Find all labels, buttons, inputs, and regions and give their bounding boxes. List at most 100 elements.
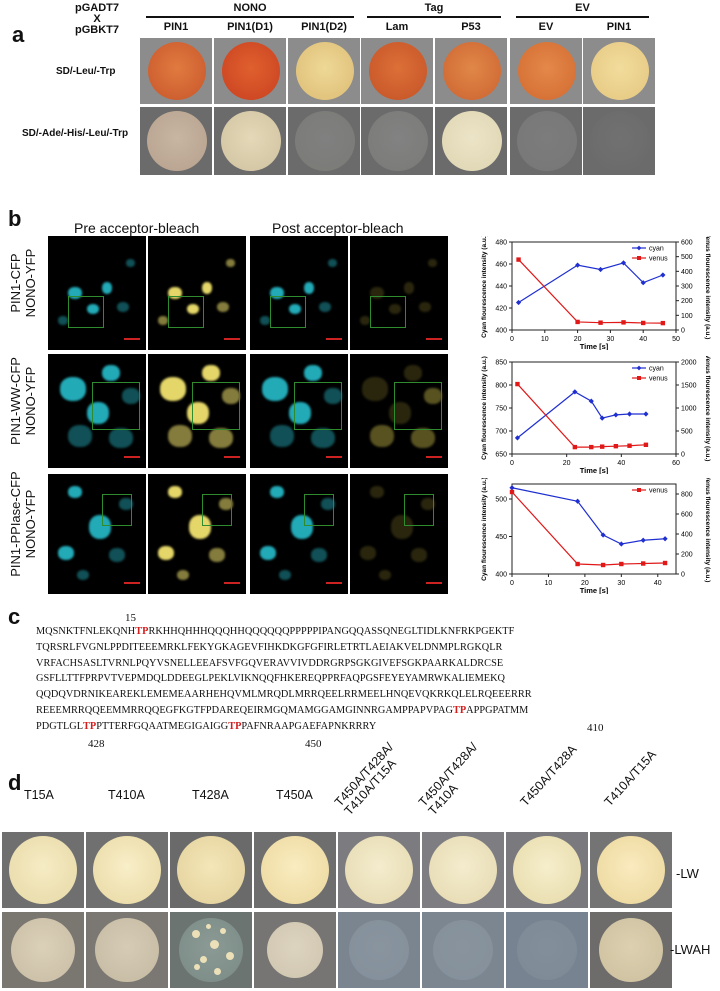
y2-axis-label: Venus flourescence intensity (a.u.) (704, 478, 711, 582)
panel-a-letter: a (12, 22, 25, 47)
yeast-spot-tile-lwah (170, 912, 252, 988)
yeast-spot-tile (361, 38, 433, 104)
cell-blob (303, 365, 322, 382)
yeast-colony (429, 836, 497, 904)
x-tick-label: 20 (574, 336, 582, 343)
yeast-spot-tile (288, 38, 360, 104)
microcolony (226, 952, 234, 960)
yeast-colony (599, 918, 663, 982)
cell-blob (379, 570, 392, 580)
cell-blob (177, 570, 190, 580)
cell-blob (167, 486, 182, 498)
yeast-colony (369, 42, 427, 100)
phospho-site-tp: TP (452, 704, 467, 716)
y2-tick-label: 600 (681, 512, 693, 519)
scale-bar (326, 456, 342, 458)
data-point-cyan (515, 299, 522, 306)
mutant-label: T410A (108, 788, 145, 802)
bleach-roi-box (202, 494, 232, 526)
cell-blob (359, 315, 370, 325)
construct-label-line1: PIN1-CFP (8, 253, 23, 313)
sequence-segment: RKHHQHHHQQQHHQQQQQQPPPPPIPANGQQASSQNEGLT… (148, 626, 515, 637)
pre-bleach-title: Pre acceptor-bleach (74, 220, 200, 236)
yeast-colony (597, 836, 665, 904)
yeast-spot-tile (140, 107, 212, 175)
marker-428: 428 (88, 738, 105, 750)
data-point-cyan (660, 272, 666, 278)
prey-vector-label: pGADT7 (75, 2, 119, 14)
column-label: PIN1(D1) (227, 21, 273, 33)
y-tick-label: 400 (495, 328, 507, 335)
cell-blob (289, 304, 302, 315)
data-point-venus (600, 444, 605, 449)
x-tick-label: 40 (617, 460, 625, 467)
yfp-micrograph (148, 474, 246, 594)
x-axis-label: Time [s] (580, 342, 609, 350)
chart-background (466, 236, 716, 350)
yfp-micrograph (148, 236, 246, 350)
legend-marker (637, 256, 641, 260)
data-point-cyan (599, 415, 605, 421)
marker-410: 410 (587, 722, 604, 734)
cfp-micrograph (48, 236, 146, 350)
yeast-colony (513, 836, 581, 904)
data-point-venus (641, 320, 646, 326)
cell-blob (361, 376, 388, 401)
data-point-venus (575, 319, 580, 325)
cell-blob (101, 365, 120, 382)
cell-blob (420, 498, 435, 510)
bleach-roi-box (370, 296, 406, 328)
yeast-colony (518, 42, 576, 100)
y2-tick-label: 600 (681, 240, 693, 247)
cell-blob (259, 315, 270, 325)
cell-blob (57, 546, 74, 560)
x-tick-label: 10 (545, 580, 553, 587)
yeast-spot-tile-lw (422, 832, 504, 908)
group-label-2: EV (575, 2, 590, 14)
yeast-colony (179, 918, 243, 982)
sequence-segment: PDGTLGL (36, 720, 84, 732)
phospho-site-tp: TP (83, 720, 97, 732)
data-point-venus (600, 562, 606, 568)
yeast-spot-tile-lwah (86, 912, 168, 988)
bleach-roi-box (92, 382, 140, 430)
cfp-micrograph (48, 474, 146, 594)
scale-bar (124, 456, 140, 458)
y2-tick-label: 0 (681, 572, 685, 579)
yeast-spot-tile (361, 107, 433, 175)
cell-blob (310, 548, 327, 563)
yeast-spot-tile-lw (338, 832, 420, 908)
data-point-venus (627, 443, 632, 448)
yeast-spot-tile (435, 107, 507, 175)
yeast-colony (433, 920, 493, 980)
yfp-micrograph (148, 354, 246, 468)
mutant-label: T450A/T428A/ T410A (415, 740, 481, 818)
legend-label-venus: venus (649, 488, 668, 495)
y-tick-label: 480 (495, 240, 507, 247)
cell-blob (87, 304, 100, 315)
y2-tick-label: 0 (681, 452, 685, 459)
x-tick-label: 50 (672, 336, 680, 343)
cell-blob (291, 514, 314, 539)
sequence-segment: GSFLLTTFPRPVTVEPMDQLDDEEGLPEKLVIKNQQFHKE… (36, 673, 506, 685)
yeast-colony (296, 42, 354, 100)
mutant-label: T450A (276, 788, 313, 802)
x-tick-label: 20 (581, 580, 589, 587)
y2-tick-label: 200 (681, 552, 693, 559)
cell-blob (57, 315, 68, 325)
cell-blob (201, 365, 220, 382)
bleach-roi-box (192, 382, 240, 430)
yeast-spot-tile-lw (590, 832, 672, 908)
scale-bar (426, 582, 442, 584)
sequence-line: QQDQVDRNIKEAREKLEMEMEAARHEHQVMLMRQDLMRRQ… (36, 689, 532, 705)
y2-tick-label: 1500 (681, 383, 697, 390)
mutant-label: T410A/T15A (601, 747, 659, 809)
panel-d-letter: d (8, 770, 22, 795)
fret-chart-pin1-ww: 0 20 40 60 650 700 750 800 850 0 500 1000 1500 2000 Ti… (466, 356, 716, 474)
y-tick-label: 440 (495, 284, 507, 291)
cell-blob (108, 428, 133, 449)
legend-marker (637, 376, 641, 380)
scale-bar (426, 338, 442, 340)
y-tick-label: 500 (495, 497, 507, 504)
yeast-spot-tile-lwah (254, 912, 336, 988)
